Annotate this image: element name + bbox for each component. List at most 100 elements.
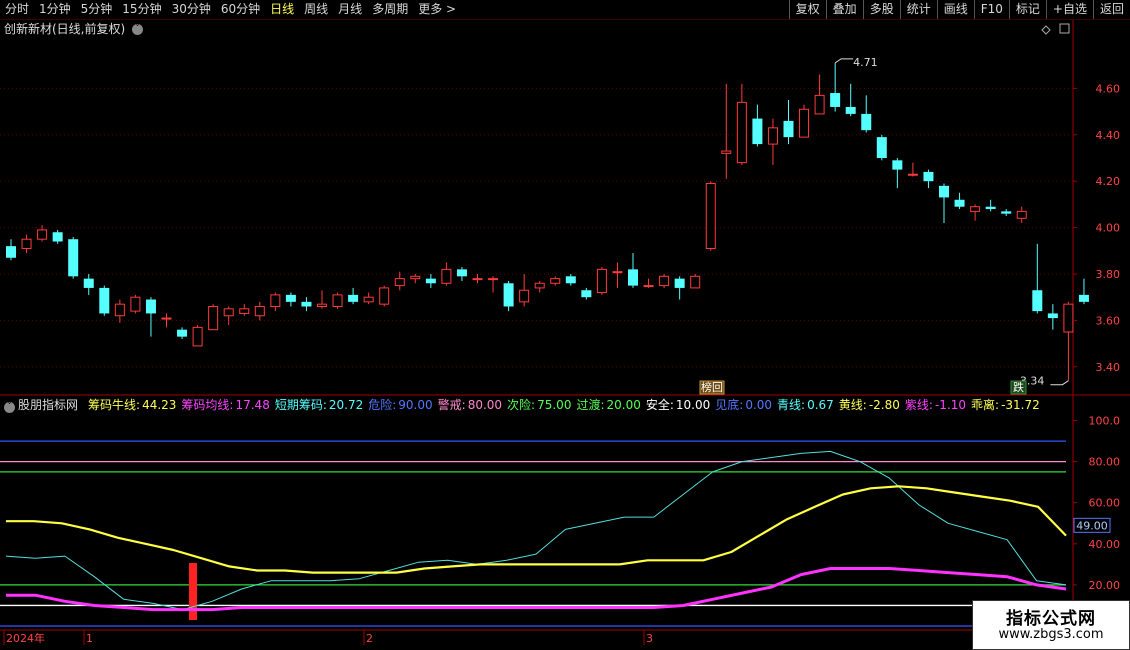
chevron-down-icon[interactable]: ˅ (132, 24, 144, 35)
indicator-item-label: 筹码均线: (181, 398, 234, 412)
candle-body (767, 127, 778, 145)
candle (223, 306, 234, 326)
candle (83, 274, 94, 295)
indicator-item-6: 过渡: 20.00 (576, 398, 640, 413)
candle (985, 199, 996, 212)
indicator-item-7: 安全: 10.00 (646, 398, 710, 413)
candle-body (830, 93, 841, 107)
indicator-item-label: 警戒: (437, 398, 466, 412)
period-tab-3[interactable]: 15分钟 (122, 2, 162, 16)
candle-body (270, 294, 281, 307)
stock-title[interactable]: 创新新材(日线,前复权) ˅ (4, 22, 144, 37)
candle (317, 290, 327, 309)
candle-body (705, 183, 716, 249)
indicator-item-12: 乖离: -31.72 (971, 398, 1040, 413)
stock-name: 创新新材(日线,前复权) (4, 22, 126, 36)
candle (472, 274, 483, 284)
candle-body (145, 299, 156, 314)
candlesticks (6, 62, 1089, 381)
candle-body (332, 294, 343, 307)
watermark-logo: 指标公式网 www.zbgs3.com (972, 600, 1130, 650)
tool-button-8[interactable]: 返回 (1092, 0, 1130, 19)
candle (37, 225, 48, 242)
period-tab-7[interactable]: 周线 (304, 2, 329, 16)
indicator-item-10: 黄线: -2.80 (839, 398, 900, 413)
candle-body (970, 206, 981, 212)
candle-body (1063, 303, 1074, 333)
candle-body (581, 290, 592, 298)
price-axis: 4.60 4.40 4.20 4.00 3.80 3.60 3.40 (1073, 82, 1121, 374)
indicator-item-9: 青线: 0.67 (777, 398, 834, 413)
candle-body (52, 232, 63, 242)
indicator-item-label: 危险: (368, 398, 397, 412)
tool-button-4[interactable]: 画线 (936, 0, 974, 19)
tag-die-text: 跌 (1013, 380, 1024, 394)
candle (1078, 278, 1089, 305)
candle (6, 239, 16, 261)
candle (845, 83, 856, 117)
candle (254, 301, 265, 321)
tag-bang-badge: 榜回 (699, 380, 725, 395)
candle (534, 280, 545, 293)
candle (550, 276, 561, 286)
candle (628, 253, 638, 288)
candle-body (130, 296, 141, 312)
period-tab-2[interactable]: 5分钟 (80, 2, 113, 16)
tag-bang-box (699, 380, 725, 395)
tool-button-2[interactable]: 多股 (862, 0, 900, 19)
tool-button-3[interactable]: 统计 (899, 0, 937, 19)
period-tab-10[interactable]: 更多 > (418, 2, 457, 16)
indicator-hlines (0, 440, 1066, 627)
candle-body (254, 305, 265, 317)
candle (410, 274, 421, 284)
tool-button-0[interactable]: 复权 (788, 0, 826, 19)
candle-body (596, 268, 607, 294)
period-tab-9[interactable]: 多周期 (372, 2, 409, 16)
candle (830, 62, 841, 112)
period-tab-5[interactable]: 60分钟 (220, 2, 261, 16)
candle-body (612, 271, 623, 274)
candle-body (21, 238, 32, 249)
candle (441, 262, 452, 286)
candle (21, 234, 32, 254)
candle-body (954, 199, 965, 207)
candle-body (1016, 210, 1027, 219)
price-grid (0, 87, 1073, 368)
candle (177, 327, 188, 339)
candle-body (208, 305, 219, 331)
candle-body (177, 329, 188, 337)
candle (767, 118, 778, 165)
candle (270, 292, 281, 312)
tool-button-6[interactable]: 标记 (1008, 0, 1046, 19)
tool-button-5[interactable]: F10 (973, 0, 1009, 19)
candle-body (985, 206, 996, 210)
indicator-item-11: 紫线: -1.10 (905, 398, 966, 413)
period-tab-6[interactable]: 日线 (270, 2, 295, 16)
candle-body (114, 303, 125, 317)
period-tab-4[interactable]: 30分钟 (171, 2, 211, 16)
tool-button-1[interactable]: 叠加 (825, 0, 863, 19)
price-label: 4.00 (1096, 222, 1121, 235)
period-tab-8[interactable]: 月线 (338, 2, 363, 16)
candle-body (379, 287, 390, 305)
indicator-item-1: 筹码均线: 17.48 (181, 398, 269, 413)
indicator-item-value: 10.00 (675, 398, 711, 412)
period-tab-1[interactable]: 1分钟 (39, 2, 71, 16)
tag-die-box (1010, 380, 1027, 395)
candle (1047, 304, 1058, 330)
candle (892, 158, 903, 189)
indicator-item-8: 见底: 0.00 (715, 398, 772, 413)
indicator-name[interactable]: ˅ 股朋指标网 (4, 398, 83, 413)
indicator-axis-label: 40.00 (1089, 538, 1121, 551)
tool-button-7[interactable]: +自选 (1045, 0, 1093, 19)
candle (643, 278, 654, 288)
indicator-item-value: 75.00 (537, 398, 572, 412)
candle (596, 267, 607, 295)
candle (752, 104, 763, 147)
chevron-down-icon[interactable]: ˅ (4, 402, 15, 413)
date-label: 3 (646, 632, 653, 645)
candle-body (503, 283, 514, 307)
period-tab-0[interactable]: 分时 (5, 2, 30, 16)
candle-body (37, 229, 48, 240)
